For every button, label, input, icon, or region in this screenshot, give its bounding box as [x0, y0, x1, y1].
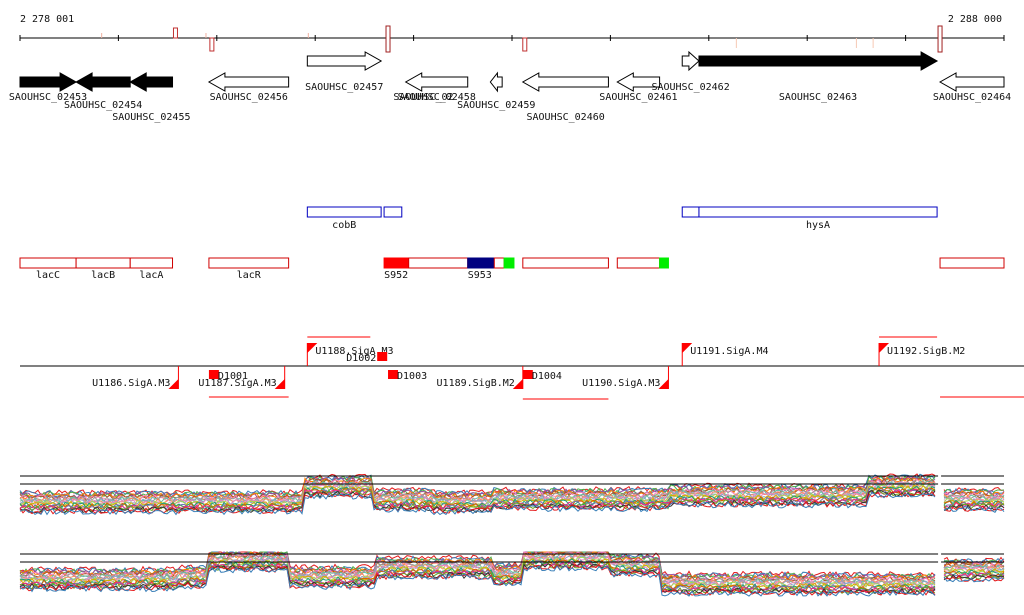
- gene-label: SAOUHSC_02454: [64, 100, 142, 111]
- profile-gap: [938, 470, 942, 522]
- feature-box: [208, 257, 290, 269]
- gene-arrow: [521, 72, 609, 92]
- coordinate-ruler: 2 278 001 2 288 000: [19, 14, 1005, 53]
- promoter-label: U1190.SigA.M3: [582, 378, 660, 389]
- gene-label: SAOUHSC_02464: [933, 92, 1011, 103]
- ruler-down-mark: [209, 37, 215, 52]
- gene-label: SAOUHSC_02457: [305, 82, 383, 93]
- feature-label: lacB: [91, 270, 115, 281]
- gene-label: SAOUHSC_02460: [526, 112, 604, 123]
- promoter-track: U1186.SigA.M3 U1187.SigA.M3 U1188.SigA.M3 U…: [20, 336, 1024, 400]
- feature-label: S952: [384, 270, 408, 281]
- profile-gap: [938, 548, 942, 602]
- feature-box: [383, 257, 410, 269]
- terminator-marker: [208, 370, 219, 379]
- feature-label: lacA: [139, 270, 163, 281]
- terminator-label: D1001: [218, 371, 248, 382]
- expression-trace: [19, 491, 1005, 516]
- gene-arrow: [207, 72, 290, 92]
- gene-arrow: [19, 72, 78, 92]
- promoter-label: U1189.SigB.M2: [437, 378, 515, 389]
- gene-label: SAOUHSC_02455: [112, 112, 190, 123]
- feature-label: lacR: [237, 270, 262, 281]
- operon-label: hysA: [806, 220, 830, 231]
- promoter-flag: [682, 343, 693, 353]
- feature-box: [75, 257, 131, 269]
- ruler-start-label: 2 278 001: [20, 14, 74, 25]
- gene-arrow: [404, 72, 469, 92]
- ruler-down-mark: [522, 37, 528, 52]
- gene-label: SAOUHSC_02461: [599, 92, 677, 103]
- promoter-flag: [512, 379, 523, 389]
- gene-label: SAOUHSC_02458: [398, 92, 476, 103]
- gene-arrow: [306, 51, 383, 71]
- gene-label: SAOUHSC_02453: [9, 92, 87, 103]
- operon-box: [698, 206, 938, 218]
- gene-arrow: [129, 72, 174, 92]
- promoter-label: U1186.SigA.M3: [92, 378, 170, 389]
- expression-trace: [19, 486, 1005, 510]
- ruler-up-mark: [172, 27, 178, 39]
- feature-box: [129, 257, 174, 269]
- gene-arrow: [698, 51, 939, 71]
- terminator-label: D1003: [397, 371, 427, 382]
- terminator-marker: [377, 352, 388, 361]
- feature-box: [522, 257, 609, 269]
- terminator-marker: [388, 370, 399, 379]
- feature-label: lacC: [36, 270, 60, 281]
- gene-label: SAOUHSC_02459: [457, 100, 535, 111]
- gene-label: SAOUHSC_02456: [210, 92, 288, 103]
- operon-box: [681, 206, 700, 218]
- feature-box: [493, 257, 505, 269]
- ruler-tall-mark: [385, 25, 391, 53]
- promoter-flag: [168, 379, 179, 389]
- operon-label: cobB: [332, 220, 356, 231]
- promoter-flag: [274, 379, 285, 389]
- ruler-tall-mark: [937, 25, 943, 53]
- promoter-label: U1192.SigB.M2: [887, 346, 965, 357]
- feature-box: [408, 257, 469, 269]
- ruler-end-label: 2 288 000: [948, 14, 1002, 25]
- operon-track: cobB hysA: [306, 206, 938, 231]
- promoter-label: U1188.SigA.M3: [315, 346, 393, 357]
- feature-label: S953: [468, 270, 492, 281]
- promoter-flag: [307, 343, 318, 353]
- promoter-flag: [658, 379, 669, 389]
- feature-box: [659, 257, 669, 269]
- feature-box: [503, 257, 515, 269]
- promoter-label: U1191.SigA.M4: [690, 346, 768, 357]
- terminator-label: D1004: [532, 371, 562, 382]
- gene-label: SAOUHSC_02463: [779, 92, 857, 103]
- terminator-marker: [522, 370, 533, 379]
- gene-label: SAOUHSC_02: [393, 92, 453, 103]
- gene-arrow: [939, 72, 1005, 92]
- feature-track: lacC lacB lacA lacR S952 S953: [19, 257, 1005, 281]
- gene-arrow: [616, 72, 661, 92]
- promoter-label: U1187.SigA.M3: [198, 378, 276, 389]
- expression-profile-2: [19, 548, 1005, 602]
- feature-box: [19, 257, 77, 269]
- promoter-flag: [879, 343, 890, 353]
- gene-arrow: [681, 50, 700, 72]
- feature-box: [467, 257, 495, 269]
- feature-box: [939, 257, 1005, 269]
- operon-box: [306, 206, 382, 218]
- gene-arrow: [489, 71, 503, 93]
- gene-label: SAOUHSC_02462: [651, 82, 729, 93]
- terminator-label: D1002: [346, 353, 376, 364]
- feature-box: [616, 257, 661, 269]
- expression-profile-1: [19, 470, 1005, 522]
- expression-trace: [19, 490, 1005, 515]
- expression-trace: [19, 564, 1005, 597]
- operon-box: [383, 206, 403, 218]
- gene-arrow: [75, 72, 131, 92]
